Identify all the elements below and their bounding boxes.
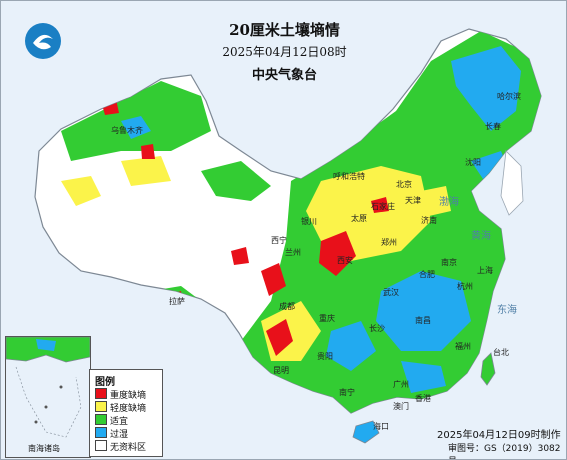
city-label-nanning: 南宁 bbox=[339, 388, 355, 397]
sea-label-yellow-sea: 黄海 bbox=[471, 231, 491, 242]
map-issuer: 中央气象台 bbox=[251, 68, 317, 83]
city-label-taiyuan: 太原 bbox=[351, 214, 367, 223]
city-label-hefei: 合肥 bbox=[419, 270, 435, 279]
city-label-beijing: 北京 bbox=[396, 180, 412, 189]
inset-map bbox=[6, 337, 90, 438]
legend-item-too-wet: 过湿 bbox=[95, 427, 129, 440]
city-label-taipei: 台北 bbox=[493, 348, 509, 357]
city-label-hongkong: 香港 bbox=[415, 394, 431, 403]
legend-label: 过湿 bbox=[110, 430, 129, 440]
inset-label: 南海诸岛 bbox=[28, 444, 60, 453]
legend-label: 重度缺墒 bbox=[110, 391, 147, 401]
city-label-tianjin: 天津 bbox=[405, 196, 421, 205]
city-label-shijiazhuang: 石家庄 bbox=[371, 202, 395, 211]
city-label-yinchuan: 银川 bbox=[301, 217, 317, 226]
city-label-shanghai: 上海 bbox=[477, 266, 493, 275]
map-legend: 图例 重度缺墒 轻度缺墒 适宜 过湿 无资料区 bbox=[89, 369, 163, 457]
city-label-xian: 西安 bbox=[337, 256, 353, 265]
legend-swatch bbox=[95, 388, 107, 399]
legend-title: 图例 bbox=[95, 377, 115, 388]
city-label-fuzhou: 福州 bbox=[455, 342, 471, 351]
city-label-wuhan: 武汉 bbox=[383, 288, 399, 297]
legend-item-severe-drought: 重度缺墒 bbox=[95, 388, 147, 401]
legend-swatch bbox=[95, 414, 107, 425]
approval-number: 审图号：GS（2019）3082号 bbox=[448, 444, 561, 459]
cma-logo-icon bbox=[23, 21, 63, 61]
legend-item-suitable: 适宜 bbox=[95, 414, 129, 427]
city-label-macau: 澳门 bbox=[393, 402, 409, 411]
city-label-guangzhou: 广州 bbox=[393, 380, 409, 389]
south-china-sea-inset: 南海诸岛 bbox=[5, 336, 91, 458]
city-label-lanzhou: 兰州 bbox=[285, 248, 301, 257]
taiwan-island bbox=[480, 352, 496, 386]
moisture-fill bbox=[61, 31, 541, 413]
city-label-lhasa: 拉萨 bbox=[169, 297, 185, 306]
legend-item-no-data: 无资料区 bbox=[95, 440, 147, 453]
city-label-harbin: 哈尔滨 bbox=[497, 92, 521, 101]
city-label-nanjing: 南京 bbox=[441, 258, 457, 267]
city-label-chengdu: 成都 bbox=[279, 302, 295, 311]
city-label-hohhot: 呼和浩特 bbox=[333, 172, 365, 181]
hainan-island bbox=[352, 420, 380, 444]
city-label-shenyang: 沈阳 bbox=[465, 158, 481, 167]
city-label-haikou: 海口 bbox=[373, 422, 389, 431]
map-title: 20厘米土壤墒情 bbox=[229, 21, 340, 39]
legend-swatch bbox=[95, 401, 107, 412]
city-label-changsha: 长沙 bbox=[369, 324, 385, 333]
made-time: 2025年04月12日09时制作 bbox=[437, 430, 561, 441]
city-label-nanchang: 南昌 bbox=[415, 316, 431, 325]
legend-swatch bbox=[95, 427, 107, 438]
city-label-zhengzhou: 郑州 bbox=[381, 238, 397, 247]
city-label-changchun: 长春 bbox=[485, 122, 501, 131]
city-label-urumqi: 乌鲁木齐 bbox=[111, 126, 143, 135]
city-label-hangzhou: 杭州 bbox=[457, 282, 473, 291]
neighbor-land bbox=[500, 150, 524, 216]
city-label-jinan: 济南 bbox=[421, 216, 437, 225]
legend-swatch bbox=[95, 440, 107, 451]
sea-label-bohai: 渤海 bbox=[439, 197, 459, 208]
sea-label-east-china-sea: 东海 bbox=[497, 305, 517, 316]
legend-label: 轻度缺墒 bbox=[110, 404, 147, 414]
city-label-kunming: 昆明 bbox=[273, 366, 289, 375]
city-label-chongqing: 重庆 bbox=[319, 314, 335, 323]
legend-item-slight-drought: 轻度缺墒 bbox=[95, 401, 147, 414]
city-label-xining: 西宁 bbox=[271, 236, 287, 245]
legend-label: 无资料区 bbox=[110, 443, 147, 453]
map-subtitle: 2025年04月12日08时 bbox=[222, 45, 347, 59]
city-label-guiyang: 贵阳 bbox=[317, 352, 333, 361]
legend-label: 适宜 bbox=[110, 417, 129, 427]
